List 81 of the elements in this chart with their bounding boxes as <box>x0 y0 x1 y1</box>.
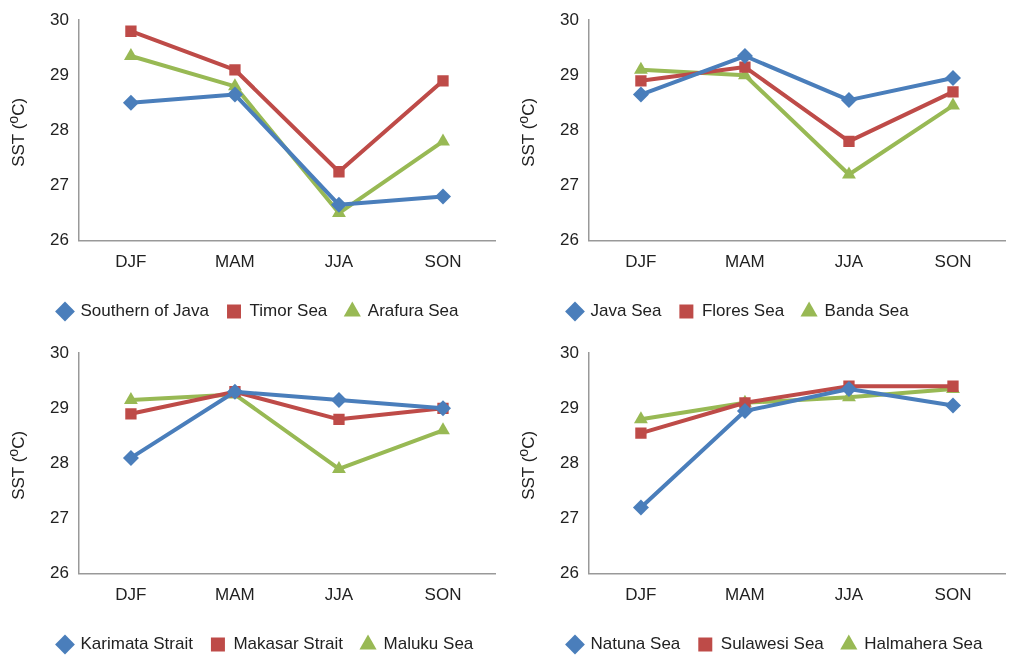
y-tick-label: 30 <box>49 342 69 362</box>
x-tick-label: MAM <box>215 585 255 605</box>
x-tick-label: JJA <box>324 585 354 605</box>
point <box>947 86 959 98</box>
y-tick-label: 29 <box>559 397 579 417</box>
point <box>229 64 241 76</box>
legend-label: Arafura Sea <box>367 301 460 321</box>
y-tick-label: 28 <box>49 120 69 140</box>
legend-label: Makasar Strait <box>233 634 344 654</box>
x-tick-label: JJA <box>324 252 354 272</box>
x-tick-label: MAM <box>725 252 765 272</box>
point <box>123 392 138 405</box>
x-tick-label: SON <box>424 252 462 272</box>
point <box>123 48 138 61</box>
y-tick-label: 27 <box>559 175 579 195</box>
legend-label: Flores Sea <box>701 301 785 321</box>
point <box>332 460 346 473</box>
y-tick-label: 30 <box>559 9 579 29</box>
legend-label: Natuna Sea <box>590 634 681 654</box>
point <box>946 97 960 110</box>
x-tick-label: SON <box>424 585 462 605</box>
point <box>944 70 961 87</box>
point <box>736 403 753 420</box>
x-tick-label: MAM <box>215 252 255 272</box>
point <box>330 392 347 409</box>
point <box>122 449 139 466</box>
x-tick-label: JJA <box>834 252 864 272</box>
x-tick-label: JJA <box>834 585 864 605</box>
point <box>436 422 450 435</box>
point <box>333 166 345 178</box>
y-tick-label: 30 <box>559 342 579 362</box>
point <box>122 94 139 111</box>
point <box>739 61 751 73</box>
point <box>226 86 243 103</box>
x-tick-label: DJF <box>625 252 657 272</box>
legend-label: Halmahera Sea <box>864 634 983 654</box>
y-tick-label: 27 <box>559 508 579 528</box>
point <box>632 86 649 103</box>
legend-label: Java Sea <box>590 301 662 321</box>
y-tick-label: 26 <box>559 230 579 250</box>
point <box>632 499 649 516</box>
point <box>436 133 450 146</box>
x-tick-label: MAM <box>725 585 765 605</box>
legend-label: Sulawesi Sea <box>720 634 825 654</box>
y-tick-label: 26 <box>49 563 69 583</box>
y-tick-label: 29 <box>49 64 69 84</box>
y-tick-label: 27 <box>49 508 69 528</box>
point <box>633 411 648 424</box>
legend-label: Karimata Strait <box>80 634 194 654</box>
point <box>944 397 961 414</box>
point <box>330 196 347 213</box>
point <box>843 135 855 148</box>
y-tick-label: 28 <box>559 453 579 473</box>
legend-label: Banda Sea <box>824 301 910 321</box>
point <box>840 381 857 398</box>
legend-label: Timor Sea <box>249 301 328 321</box>
point <box>736 48 753 65</box>
x-tick-label: DJF <box>115 585 147 605</box>
point <box>125 25 137 37</box>
point <box>434 188 451 205</box>
y-tick-label: 28 <box>49 453 69 473</box>
y-tick-label: 30 <box>49 9 69 29</box>
y-tick-label: 28 <box>559 120 579 140</box>
legend-label: Southern of Java <box>80 301 210 321</box>
x-tick-label: DJF <box>625 585 657 605</box>
point <box>333 413 345 425</box>
legend-label: Maluku Sea <box>383 634 474 654</box>
x-tick-label: SON <box>934 252 972 272</box>
x-tick-label: SON <box>934 585 972 605</box>
point <box>842 166 856 179</box>
point <box>437 75 449 87</box>
y-tick-label: 29 <box>49 397 69 417</box>
y-tick-label: 29 <box>559 64 579 84</box>
y-tick-label: 27 <box>49 175 69 195</box>
point <box>635 75 647 87</box>
y-tick-label: 26 <box>559 563 579 583</box>
point <box>125 408 137 420</box>
x-tick-label: DJF <box>115 252 147 272</box>
point <box>635 427 647 439</box>
y-tick-label: 26 <box>49 230 69 250</box>
point <box>840 92 857 109</box>
